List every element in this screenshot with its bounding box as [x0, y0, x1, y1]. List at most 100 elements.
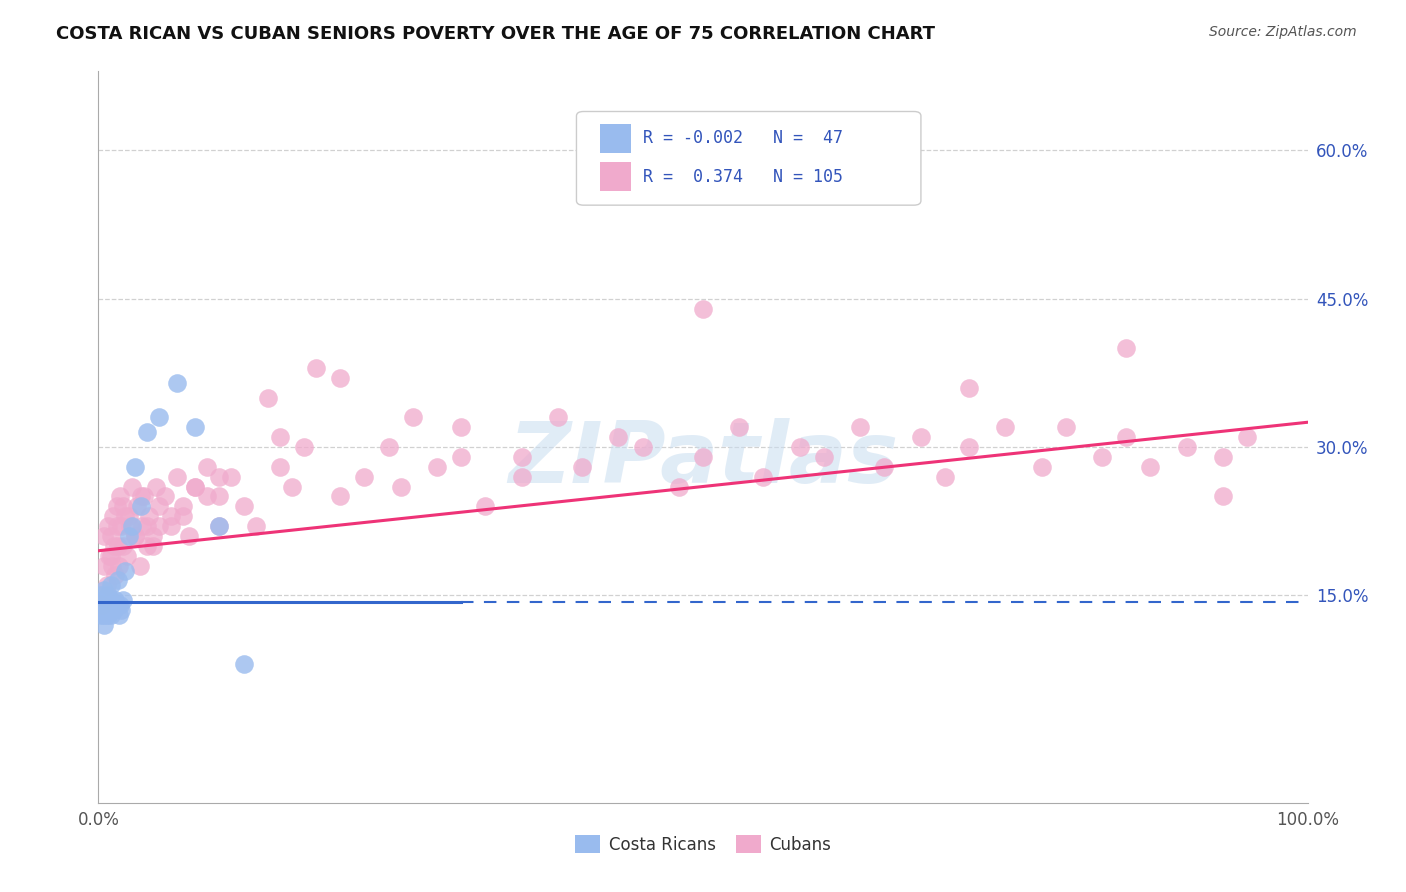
- Point: [118, 509, 141, 524]
- Point: [129, 500, 152, 514]
- Point: [98, 603, 121, 617]
- Point: [245, 519, 267, 533]
- Point: [108, 558, 131, 573]
- Point: [994, 420, 1017, 434]
- Point: [101, 509, 124, 524]
- Point: [97, 588, 120, 602]
- Point: [98, 549, 121, 563]
- Point: [138, 509, 160, 524]
- Point: [1091, 450, 1114, 464]
- Point: [692, 301, 714, 316]
- Point: [728, 420, 751, 434]
- Point: [129, 489, 152, 503]
- Point: [305, 360, 328, 375]
- Point: [450, 420, 472, 434]
- Point: [91, 598, 114, 612]
- Point: [166, 376, 188, 390]
- Point: [1175, 440, 1198, 454]
- Point: [100, 549, 122, 563]
- Point: [208, 489, 231, 503]
- Point: [90, 588, 112, 602]
- Point: [402, 410, 425, 425]
- Point: [849, 420, 872, 434]
- Point: [100, 607, 122, 622]
- Point: [93, 558, 115, 573]
- Point: [93, 618, 115, 632]
- Point: [91, 607, 114, 622]
- Point: [131, 519, 153, 533]
- Point: [607, 430, 630, 444]
- Point: [450, 450, 472, 464]
- Point: [353, 469, 375, 483]
- Point: [221, 469, 243, 483]
- Point: [96, 603, 118, 617]
- Point: [97, 607, 120, 622]
- Point: [474, 500, 496, 514]
- Point: [571, 459, 593, 474]
- Point: [121, 519, 143, 533]
- Point: [1139, 459, 1161, 474]
- Point: [117, 549, 139, 563]
- Point: [547, 410, 569, 425]
- Point: [128, 558, 150, 573]
- Point: [142, 529, 165, 543]
- Point: [957, 440, 980, 454]
- Point: [111, 593, 134, 607]
- Point: [89, 603, 111, 617]
- Text: R = -0.002   N =  47: R = -0.002 N = 47: [643, 129, 842, 147]
- Point: [100, 558, 122, 573]
- Point: [100, 578, 122, 592]
- Point: [96, 598, 118, 612]
- Point: [110, 519, 132, 533]
- Point: [103, 603, 125, 617]
- Point: [101, 598, 124, 612]
- Point: [114, 509, 136, 524]
- Point: [329, 371, 352, 385]
- Point: [208, 519, 231, 533]
- Point: [124, 459, 146, 474]
- Point: [98, 598, 121, 612]
- Point: [145, 479, 167, 493]
- Point: [97, 519, 120, 533]
- Point: [94, 603, 117, 617]
- Point: [107, 574, 129, 588]
- Point: [91, 603, 114, 617]
- Text: ZIPatlas: ZIPatlas: [508, 417, 898, 500]
- Point: [269, 459, 291, 474]
- Point: [148, 519, 170, 533]
- Point: [124, 529, 146, 543]
- Point: [595, 183, 617, 197]
- Point: [1115, 341, 1137, 355]
- Point: [329, 489, 352, 503]
- Point: [96, 578, 118, 592]
- Text: Source: ZipAtlas.com: Source: ZipAtlas.com: [1209, 25, 1357, 39]
- Point: [111, 539, 134, 553]
- Point: [121, 479, 143, 493]
- Point: [232, 657, 254, 672]
- Point: [142, 539, 165, 553]
- Point: [172, 509, 194, 524]
- Point: [510, 450, 533, 464]
- Text: R =  0.374   N = 105: R = 0.374 N = 105: [643, 168, 842, 186]
- Point: [108, 489, 131, 503]
- Point: [118, 529, 141, 543]
- Point: [93, 583, 115, 598]
- Point: [873, 459, 896, 474]
- Point: [94, 593, 117, 607]
- Point: [100, 593, 122, 607]
- Point: [910, 430, 932, 444]
- Point: [1054, 420, 1077, 434]
- Point: [957, 381, 980, 395]
- Point: [103, 539, 125, 553]
- Point: [104, 593, 127, 607]
- Point: [90, 598, 112, 612]
- Point: [108, 598, 131, 612]
- Point: [134, 489, 156, 503]
- Point: [91, 598, 114, 612]
- Point: [510, 469, 533, 483]
- Point: [208, 469, 231, 483]
- Point: [127, 500, 149, 514]
- Point: [184, 479, 207, 493]
- Point: [100, 598, 122, 612]
- Point: [93, 529, 115, 543]
